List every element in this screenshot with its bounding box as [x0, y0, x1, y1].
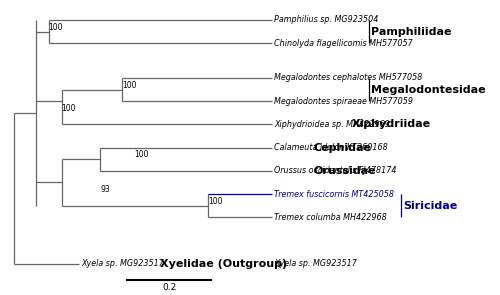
Text: Tremex columba MH422968: Tremex columba MH422968: [274, 213, 387, 222]
Text: Xyelidae (Outgroup): Xyelidae (Outgroup): [160, 259, 288, 269]
Text: Pamphilius sp. MG923504: Pamphilius sp. MG923504: [274, 15, 379, 24]
Text: 100: 100: [122, 81, 136, 90]
Text: Calameuta idolon KT260168: Calameuta idolon KT260168: [274, 143, 388, 152]
Text: Orussus occidentalis FJ478174: Orussus occidentalis FJ478174: [274, 166, 397, 175]
Text: 100: 100: [134, 150, 149, 159]
Text: Xiphydriidae: Xiphydriidae: [352, 119, 431, 130]
Text: Xiphydrioidea sp. MH422969: Xiphydrioidea sp. MH422969: [274, 120, 390, 129]
Text: 100: 100: [48, 22, 63, 32]
Text: 93: 93: [100, 185, 110, 194]
Text: Megalodontesidae: Megalodontesidae: [371, 85, 486, 95]
Text: Siricidae: Siricidae: [404, 201, 458, 211]
Text: Megalodontes cephalotes MH577058: Megalodontes cephalotes MH577058: [274, 73, 423, 83]
Text: Xyela sp. MG923517: Xyela sp. MG923517: [274, 259, 357, 268]
Text: Cephidae: Cephidae: [313, 142, 371, 153]
Text: Megalodontes spiraeae MH577059: Megalodontes spiraeae MH577059: [274, 97, 413, 106]
Text: 0.2: 0.2: [162, 283, 176, 292]
Text: 100: 100: [62, 104, 76, 113]
Text: Pamphiliidae: Pamphiliidae: [371, 27, 452, 37]
Text: Tremex fuscicornis MT425058: Tremex fuscicornis MT425058: [274, 189, 394, 199]
Text: Orussidae: Orussidae: [313, 166, 376, 176]
Text: Xyela sp. MG923517: Xyela sp. MG923517: [81, 259, 164, 268]
Text: Chinolyda flagellicomis MH577057: Chinolyda flagellicomis MH577057: [274, 39, 413, 48]
Text: 100: 100: [208, 197, 222, 206]
